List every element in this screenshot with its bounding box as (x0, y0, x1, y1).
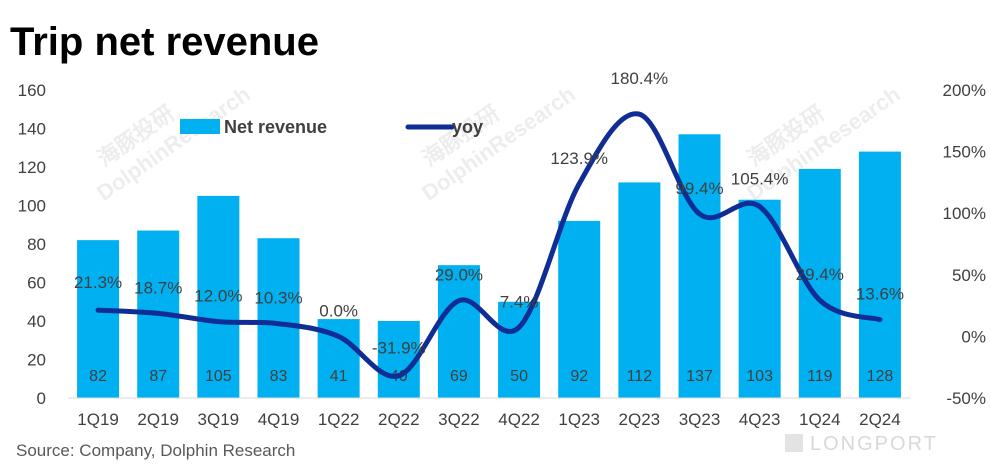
yoy-value-label: 180.4% (611, 69, 669, 88)
line-series: 21.3% 18.7% 12.0% 10.3% 0.0% -31.9% 29.0% 7.4% 1… (74, 69, 904, 379)
left-axis-tick-label: 40 (27, 312, 46, 331)
bar-value-label: 69 (450, 368, 468, 385)
yoy-value-label: 123.9% (550, 149, 608, 168)
yoy-value-label: 10.3% (254, 289, 302, 308)
logo-mark: LONGPORT (785, 433, 938, 455)
bar (738, 199, 781, 398)
left-axis-tick-label: 160 (18, 81, 46, 100)
left-axis-tick-label: 80 (27, 235, 46, 254)
bar (257, 238, 300, 398)
right-axis-tick-label: -50% (946, 389, 986, 408)
x-axis-tick-label: 1Q19 (77, 410, 119, 429)
yoy-value-label: 13.6% (856, 285, 904, 304)
legend-label-net-revenue: Net revenue (224, 117, 327, 137)
left-axis: 0 20 40 60 80 100 120 140 160 (18, 81, 46, 408)
x-axis-tick-label: 1Q22 (318, 410, 360, 429)
yoy-value-label: 21.3% (74, 273, 122, 292)
yoy-value-label: 29.0% (435, 266, 483, 285)
left-axis-tick-label: 0 (37, 389, 46, 408)
legend-label-yoy: yoy (452, 117, 483, 137)
x-axis-tick-label: 2Q22 (378, 410, 420, 429)
bar (197, 195, 240, 398)
x-axis-tick-label: 2Q19 (137, 410, 179, 429)
source-note: Source: Company, Dolphin Research (16, 441, 295, 460)
bar-value-label: 41 (330, 368, 348, 385)
bar-value-label: 128 (867, 368, 894, 385)
right-axis-tick-label: 150% (943, 143, 986, 162)
bar (558, 220, 601, 398)
bar (377, 321, 420, 398)
bar-value-label: 105 (205, 368, 232, 385)
right-axis: -50% 0% 50% 100% 150% 200% (943, 81, 986, 408)
x-axis-tick-label: 4Q23 (739, 410, 781, 429)
bar (678, 134, 721, 398)
yoy-value-label: 12.0% (194, 287, 242, 306)
chart-title: Trip net revenue (10, 20, 319, 64)
bar (618, 182, 661, 398)
bar-value-label: 83 (270, 368, 288, 385)
x-axis-tick-label: 1Q23 (558, 410, 600, 429)
x-axis: 1Q19 2Q19 3Q19 4Q19 1Q22 2Q22 3Q22 4Q22 1Q23 2Q23… (68, 397, 910, 429)
logo-text: LONGPORT (810, 433, 938, 455)
bar (498, 301, 541, 398)
right-axis-tick-label: 0% (961, 327, 986, 346)
left-axis-tick-label: 60 (27, 274, 46, 293)
left-axis-tick-label: 100 (18, 197, 46, 216)
x-axis-tick-label: 3Q19 (198, 410, 240, 429)
x-axis-tick-label: 3Q22 (438, 410, 480, 429)
yoy-value-label: -31.9% (372, 339, 426, 358)
legend: Net revenue yoy (180, 117, 483, 137)
x-axis-tick-label: 3Q23 (679, 410, 721, 429)
right-axis-tick-label: 100% (943, 204, 986, 223)
bar-value-label: 82 (89, 368, 107, 385)
x-axis-tick-label: 2Q24 (859, 410, 901, 429)
x-axis-tick-label: 4Q22 (498, 410, 540, 429)
bar-value-label: 92 (570, 368, 588, 385)
x-axis-tick-label: 1Q24 (799, 410, 841, 429)
left-axis-tick-label: 120 (18, 158, 46, 177)
yoy-line (95, 111, 883, 379)
bar-value-label: 103 (746, 368, 773, 385)
left-axis-tick-label: 140 (18, 120, 46, 139)
bar-value-label: 50 (510, 368, 528, 385)
yoy-value-label: 99.4% (675, 179, 723, 198)
bar-value-label: 137 (686, 368, 713, 385)
bar-series: 82 87 105 83 41 40 69 50 92 112 137 103 119 128 (77, 134, 901, 398)
yoy-value-label: 18.7% (134, 278, 182, 297)
bar (858, 151, 901, 398)
right-axis-tick-label: 200% (943, 81, 986, 100)
bar-value-label: 119 (807, 368, 833, 385)
right-axis-tick-label: 50% (952, 266, 986, 285)
bar-value-label: 112 (627, 368, 653, 385)
legend-swatch-net-revenue (180, 119, 220, 134)
yoy-value-label: 105.4% (731, 170, 789, 189)
bar-value-label: 87 (149, 368, 167, 385)
bar (437, 265, 480, 398)
x-axis-tick-label: 2Q23 (619, 410, 661, 429)
yoy-value-label: 29.4% (796, 265, 844, 284)
bar (77, 240, 120, 398)
left-axis-tick-label: 20 (27, 351, 46, 370)
x-axis-tick-label: 4Q19 (258, 410, 300, 429)
yoy-value-label: 0.0% (319, 301, 358, 320)
yoy-value-label: 7.4% (500, 292, 539, 311)
